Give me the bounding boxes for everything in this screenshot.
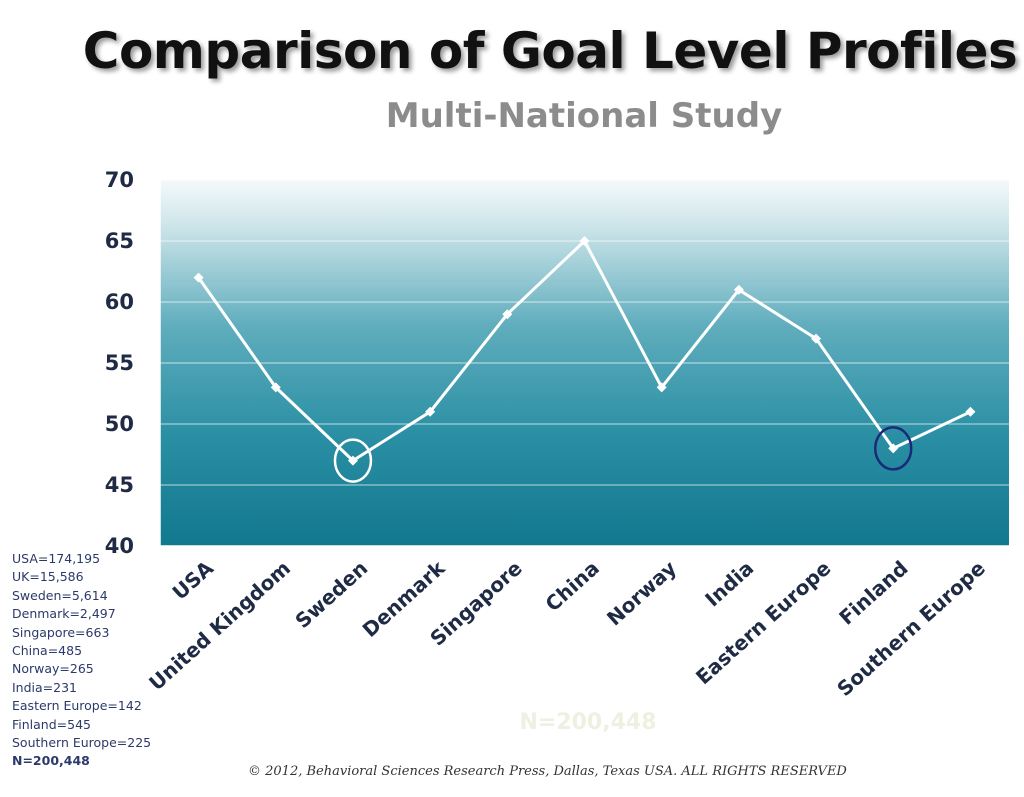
y-tick-labels: 40 45 50 55 60 65 70 xyxy=(105,168,134,558)
data-point xyxy=(502,309,513,320)
total-n-annotation: N=200,448 xyxy=(519,710,656,735)
chart-title: Comparison of Goal Level Profiles xyxy=(82,22,1018,80)
data-point xyxy=(270,382,281,393)
highlight-circle xyxy=(333,438,373,483)
y-tick-label: 70 xyxy=(105,168,134,192)
x-tick-label: Eastern Europe xyxy=(691,556,835,689)
data-point xyxy=(888,443,899,454)
sample-size-item: Sweden=5,614 xyxy=(12,587,108,603)
copyright-notice: © 2012, Behavioral Sciences Research Pre… xyxy=(248,764,847,779)
sample-total: N=200,448 xyxy=(12,753,90,769)
data-point xyxy=(656,382,667,393)
x-tick-label: Finland xyxy=(834,556,912,630)
data-point xyxy=(193,272,204,283)
axes xyxy=(159,180,1010,552)
sample-size-item: India=231 xyxy=(12,679,78,695)
x-tick-label: United Kingdom xyxy=(144,556,295,695)
x-tick-label: Southern Europe xyxy=(832,556,989,701)
series-line-group xyxy=(193,236,976,466)
sample-size-list: USA=174,195 UK=15,586 Sweden=5,614 Denmark=… xyxy=(12,550,151,771)
highlight-circles xyxy=(333,426,913,483)
highlight-circle xyxy=(873,426,913,471)
chart-subtitle: Multi-National Study xyxy=(385,96,783,136)
sample-size-item: UK=15,586 xyxy=(12,569,84,585)
data-point xyxy=(347,455,358,466)
x-tick-label: India xyxy=(700,556,758,612)
sample-size-item: Eastern Europe=142 xyxy=(12,698,142,714)
sample-size-item: Southern Europe=225 xyxy=(12,735,152,751)
sample-size-item: Singapore=663 xyxy=(12,624,110,640)
sample-size-item: USA=174,195 xyxy=(12,551,101,566)
y-tick-label: 40 xyxy=(105,534,134,558)
data-point xyxy=(965,406,976,417)
x-tick-label: China xyxy=(541,556,604,616)
x-tick-label: Norway xyxy=(602,556,681,631)
y-tick-label: 45 xyxy=(105,473,134,497)
data-point xyxy=(579,236,590,246)
gridlines xyxy=(153,179,1009,547)
y-tick-label: 50 xyxy=(105,412,134,436)
sample-size-item: Norway=265 xyxy=(12,661,94,677)
y-tick-label: 65 xyxy=(105,229,134,253)
data-point xyxy=(425,406,436,417)
y-tick-label: 55 xyxy=(105,351,134,375)
sample-size-item: Denmark=2,497 xyxy=(12,606,116,622)
x-tick-label: USA xyxy=(168,556,219,605)
sample-size-item: China=485 xyxy=(12,643,83,659)
data-point xyxy=(811,333,822,344)
data-point xyxy=(733,284,744,295)
y-tick-label: 60 xyxy=(105,290,134,314)
sample-size-item: Finland=545 xyxy=(12,716,91,732)
